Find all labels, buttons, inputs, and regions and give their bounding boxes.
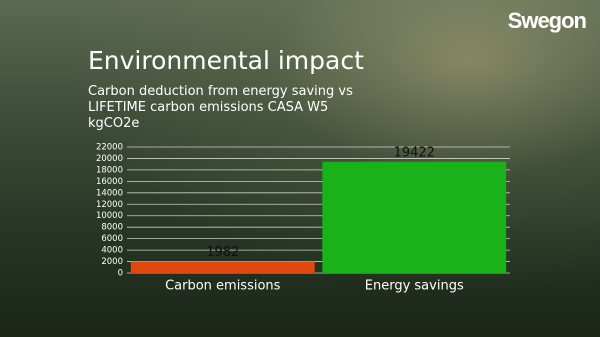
y-tick-label: 12000: [96, 200, 123, 210]
y-tick-label: 6000: [101, 234, 123, 244]
chart-subtitle: Carbon deduction from energy saving vs L…: [88, 84, 353, 131]
y-tick-label: 20000: [96, 154, 123, 164]
y-tick-label: 2000: [101, 257, 123, 267]
value-label: 1982: [206, 245, 239, 260]
x-tick-label: Carbon emissions: [165, 279, 281, 294]
y-tick-label: 4000: [101, 246, 123, 256]
bar: [130, 261, 315, 273]
y-tick-label: 14000: [96, 188, 123, 198]
y-tick-label: 10000: [96, 211, 123, 221]
x-tick-label: Energy savings: [365, 279, 464, 294]
bar: [322, 161, 507, 273]
slide-title: Environmental impact: [88, 46, 364, 75]
y-tick-label: 0: [118, 269, 123, 279]
logo: Swegon: [507, 8, 587, 33]
y-tick-label: 22000: [96, 143, 123, 153]
y-tick-label: 16000: [96, 177, 123, 187]
y-tick-label: 8000: [101, 223, 123, 233]
y-tick-label: 18000: [96, 165, 123, 175]
value-label: 19422: [394, 145, 435, 160]
